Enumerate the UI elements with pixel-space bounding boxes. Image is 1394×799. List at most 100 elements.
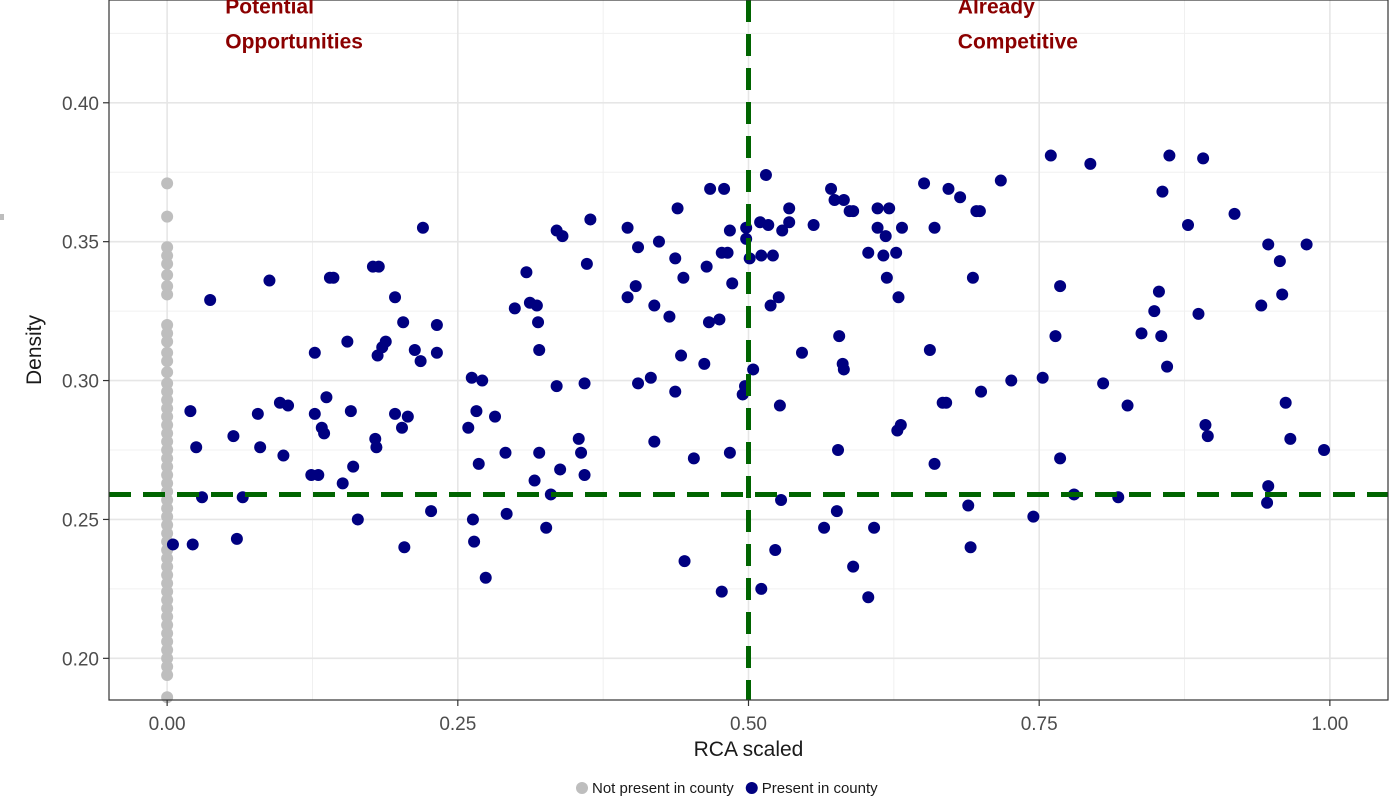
data-point (632, 241, 645, 254)
data-point (762, 219, 775, 231)
data-point (871, 202, 884, 215)
data-point (1192, 307, 1205, 320)
data-point (1027, 510, 1040, 523)
data-point (161, 627, 174, 640)
data-point (1197, 152, 1210, 165)
data-point (669, 385, 682, 398)
legend-key (576, 782, 588, 794)
data-point (397, 316, 410, 329)
data-point (161, 460, 174, 473)
data-point (894, 419, 907, 431)
data-point (499, 446, 512, 459)
data-point (312, 469, 325, 481)
legend-label: Present in county (762, 780, 878, 797)
data-point (263, 274, 276, 287)
data-point (196, 491, 209, 504)
data-point (161, 402, 174, 415)
data-point (1261, 496, 1274, 509)
data-point (715, 585, 728, 598)
annotation-label: Potential (225, 0, 314, 19)
x-tick-label: 0.75 (1021, 714, 1058, 735)
data-point (755, 582, 768, 595)
series-not-present-in-county (161, 177, 174, 704)
data-point (837, 363, 850, 376)
data-point (723, 224, 736, 237)
data-point (928, 221, 941, 234)
data-point (1262, 480, 1275, 493)
data-point (227, 430, 240, 443)
data-point (1318, 444, 1331, 456)
y-tick-label: 0.40 (62, 94, 99, 115)
data-point (648, 299, 661, 312)
data-point (370, 441, 383, 454)
data-point (398, 541, 411, 554)
data-point (161, 249, 174, 262)
data-point (161, 419, 174, 431)
data-point (1182, 219, 1195, 231)
data-point (1005, 374, 1018, 387)
data-point (1084, 157, 1097, 170)
data-point (783, 216, 796, 229)
data-point (828, 194, 841, 206)
data-point (161, 280, 174, 293)
data-point (318, 427, 331, 440)
data-point (161, 366, 174, 379)
data-point (414, 355, 427, 368)
data-point (416, 221, 429, 234)
data-point (678, 555, 691, 568)
data-point (472, 457, 485, 470)
y-tick-label: 0.20 (62, 649, 99, 670)
data-point (962, 499, 975, 512)
data-point (556, 230, 569, 243)
data-point (161, 577, 174, 590)
data-point (833, 330, 846, 343)
data-point (954, 191, 967, 204)
axis-ticks: 0.00 0.25 0.50 0.75 1.00 0.20 0.25 0.30 0.35 0.40 (62, 94, 1348, 735)
data-point (161, 560, 174, 573)
data-point (1284, 432, 1297, 445)
data-point (621, 291, 634, 304)
data-point (677, 271, 690, 284)
data-point (530, 299, 543, 312)
data-point (783, 202, 796, 215)
data-point (700, 260, 713, 273)
data-point (871, 221, 884, 234)
data-point (528, 474, 541, 487)
data-point (465, 371, 478, 384)
data-point (425, 505, 438, 518)
series-present-in-county (166, 149, 1331, 604)
data-point (895, 221, 908, 234)
data-point (161, 610, 174, 623)
data-point (544, 488, 557, 501)
data-point (282, 399, 295, 412)
data-point (1156, 185, 1169, 198)
data-point (928, 457, 941, 470)
data-point (161, 377, 174, 390)
data-point (1279, 396, 1292, 409)
x-axis-title: RCA scaled (694, 738, 804, 761)
data-point (161, 427, 174, 440)
data-point (389, 407, 402, 420)
data-point (190, 441, 203, 454)
data-point (161, 444, 174, 456)
data-point (698, 357, 711, 370)
data-point (652, 235, 665, 248)
data-point (671, 202, 684, 215)
reference-lines (109, 0, 1388, 700)
data-point (161, 241, 174, 254)
data-point (669, 252, 682, 265)
data-point (818, 521, 831, 534)
data-point (879, 230, 892, 243)
data-point (396, 421, 409, 434)
data-point (868, 521, 881, 534)
data-point (476, 374, 489, 387)
data-point (254, 441, 267, 454)
data-point (161, 346, 174, 359)
data-point (532, 316, 545, 329)
data-point (161, 288, 174, 301)
data-point (940, 396, 953, 409)
data-point (347, 460, 360, 473)
data-point (773, 399, 786, 412)
data-point (632, 377, 645, 390)
data-point (430, 346, 443, 359)
